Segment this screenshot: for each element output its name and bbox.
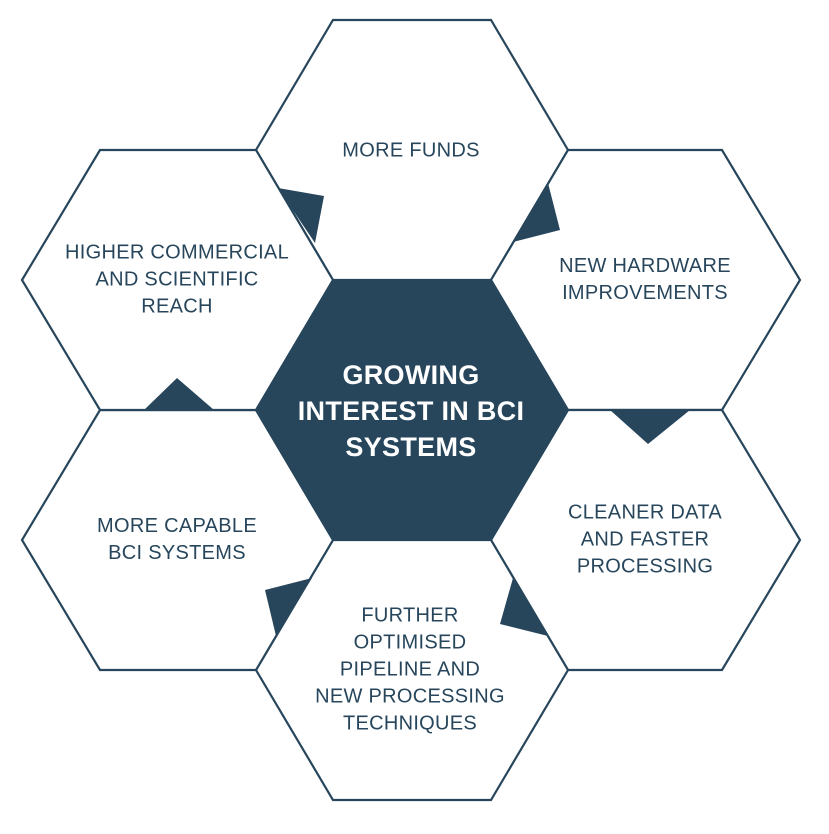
cell-label-line: PROCESSING xyxy=(576,555,714,578)
cell-label-line: REACH xyxy=(141,295,213,318)
center-label: GROWING INTEREST IN BCI SYSTEMS xyxy=(298,357,525,465)
arrow-upper-left-to-top-icon xyxy=(278,188,324,243)
label-more-capable: MORE CAPABLE BCI SYSTEMS xyxy=(97,513,257,567)
cell-label-line: NEW HARDWARE xyxy=(559,255,731,277)
arrow-bottom-to-lower-left-icon xyxy=(265,578,312,636)
arrow-upper-right-to-lower-right-icon xyxy=(610,410,690,444)
cell-label-line: PIPELINE AND xyxy=(339,658,481,681)
cell-label-line: NEW PROCESSING xyxy=(315,685,505,708)
center-label-line: INTEREST IN BCI xyxy=(297,396,525,426)
label-more-funds: MORE FUNDS xyxy=(342,138,479,165)
center-label-line: SYSTEMS xyxy=(345,432,477,462)
arrow-lower-left-to-upper-left-icon xyxy=(144,378,214,410)
cell-label-line: MORE FUNDS xyxy=(342,139,480,162)
cell-label-line: FURTHER xyxy=(361,604,459,627)
center-label-line: GROWING xyxy=(342,360,480,390)
cell-label-line: MORE CAPABLE xyxy=(97,515,257,537)
arrow-lower-right-to-bottom-icon xyxy=(500,578,548,636)
cell-label-line: HIGHER COMMERCIAL xyxy=(64,241,290,264)
cell-label-line: AND FASTER xyxy=(580,528,710,551)
cell-label-line: BCI SYSTEMS xyxy=(108,542,246,564)
label-cleaner-data: CLEANER DATA AND FASTER PROCESSING xyxy=(568,500,722,581)
cell-label-line: AND SCIENTIFIC xyxy=(95,268,259,291)
cell-label-line: TECHNIQUES xyxy=(342,712,478,735)
label-further-optimised: FURTHER OPTIMISED PIPELINE AND NEW PROCE… xyxy=(315,603,505,738)
cell-label-line: IMPROVEMENTS xyxy=(562,282,728,304)
label-new-hardware: NEW HARDWARE IMPROVEMENTS xyxy=(559,253,731,307)
hex-center xyxy=(254,279,570,541)
arrow-top-to-upper-right-icon xyxy=(513,183,560,242)
label-higher-commercial: HIGHER COMMERCIAL AND SCIENTIFIC REACH xyxy=(65,240,289,321)
cell-label-line: OPTIMISED xyxy=(353,631,467,654)
cell-label-line: CLEANER DATA xyxy=(567,501,723,524)
